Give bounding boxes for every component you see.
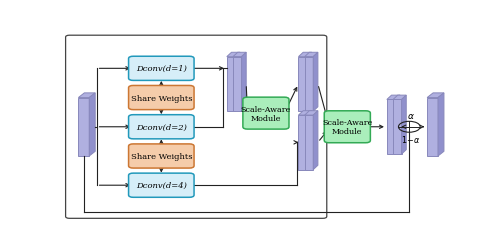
Polygon shape (304, 57, 313, 112)
Polygon shape (313, 111, 318, 170)
Polygon shape (298, 116, 307, 170)
Polygon shape (438, 93, 444, 156)
Text: $1\!-\!\alpha$: $1\!-\!\alpha$ (401, 134, 420, 145)
Polygon shape (307, 111, 312, 170)
Polygon shape (233, 57, 241, 112)
Polygon shape (78, 93, 95, 98)
Text: Scale-Aware
Module: Scale-Aware Module (322, 119, 372, 136)
Polygon shape (298, 111, 312, 116)
FancyBboxPatch shape (324, 111, 370, 143)
Polygon shape (387, 96, 400, 100)
Polygon shape (298, 53, 312, 57)
FancyBboxPatch shape (128, 144, 194, 168)
Polygon shape (427, 98, 438, 156)
Text: $\alpha$: $\alpha$ (407, 112, 415, 121)
FancyBboxPatch shape (128, 115, 194, 139)
Polygon shape (304, 111, 318, 116)
Polygon shape (78, 98, 89, 156)
Polygon shape (227, 53, 240, 57)
Text: Share Weights: Share Weights (130, 94, 192, 102)
Text: Share Weights: Share Weights (130, 152, 192, 160)
Polygon shape (427, 93, 444, 98)
Polygon shape (304, 53, 318, 57)
Polygon shape (298, 57, 307, 112)
FancyBboxPatch shape (128, 57, 194, 81)
FancyBboxPatch shape (128, 86, 194, 110)
Text: Dconv(d=4): Dconv(d=4) (136, 181, 187, 190)
Polygon shape (304, 116, 313, 170)
Polygon shape (396, 96, 400, 154)
Polygon shape (89, 93, 95, 156)
Polygon shape (242, 53, 246, 112)
Polygon shape (387, 100, 396, 154)
Polygon shape (393, 100, 402, 154)
FancyBboxPatch shape (128, 173, 194, 198)
Polygon shape (313, 53, 318, 112)
Text: Dconv(d=2): Dconv(d=2) (136, 123, 187, 131)
Text: Dconv(d=1): Dconv(d=1) (136, 65, 187, 73)
Polygon shape (227, 57, 235, 112)
Polygon shape (402, 96, 406, 154)
Polygon shape (393, 96, 406, 100)
Text: Scale-Aware
Module: Scale-Aware Module (241, 105, 291, 122)
Polygon shape (307, 53, 312, 112)
Polygon shape (236, 53, 240, 112)
Polygon shape (233, 53, 246, 57)
FancyBboxPatch shape (243, 98, 289, 130)
